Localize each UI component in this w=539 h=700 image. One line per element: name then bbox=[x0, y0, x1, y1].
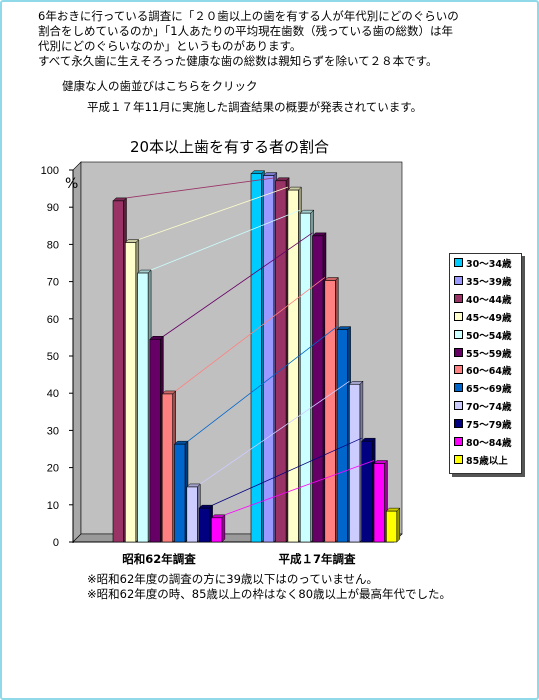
bar bbox=[211, 517, 223, 543]
legend-item: 70～74歳 bbox=[454, 401, 511, 413]
legend-item: 75～79歳 bbox=[454, 419, 511, 431]
bar bbox=[149, 338, 161, 543]
intro-line: すべて永久歯に生えそろった健康な歯の総数は親知らずを除いて２８本です。 bbox=[38, 54, 438, 68]
series-connector-line bbox=[126, 177, 276, 199]
legend-label: 65～69歳 bbox=[466, 384, 512, 396]
bar bbox=[299, 212, 312, 543]
legend-swatch bbox=[454, 258, 463, 267]
legend-label: 85歳以上 bbox=[466, 455, 508, 467]
bar bbox=[336, 329, 348, 543]
chart-title-wrap: 20本以上歯を有する者の割合 bbox=[0, 136, 539, 157]
y-axis-unit: % bbox=[65, 176, 78, 192]
bar bbox=[287, 189, 299, 543]
y-tick-label: 90 bbox=[47, 202, 59, 214]
bar bbox=[137, 272, 149, 543]
bar bbox=[385, 510, 398, 543]
y-tick-label: 10 bbox=[47, 500, 59, 512]
legend-label: 45～49歳 bbox=[466, 312, 512, 324]
x-category-label: 昭和62年調査 bbox=[122, 552, 196, 566]
bar bbox=[312, 235, 324, 543]
bar-side bbox=[221, 514, 226, 543]
legend-item: 55～59歳 bbox=[454, 347, 512, 360]
dentition-link[interactable]: 健康な人の歯並びはこちらをクリック bbox=[62, 79, 258, 93]
legend-item: 50～54歳 bbox=[454, 329, 512, 342]
intro-line: 割合をしめているのか」「1人あたりの平均現在歯数（残っている歯の総数）は年 bbox=[38, 24, 453, 38]
y-tick-label: 40 bbox=[47, 388, 59, 400]
bar bbox=[373, 463, 385, 543]
legend-item: 30～34歳 bbox=[454, 258, 511, 270]
legend-label: 50～54歳 bbox=[466, 330, 512, 342]
bar bbox=[125, 242, 137, 543]
legend-swatch bbox=[454, 293, 463, 303]
legend-item: 65～69歳 bbox=[454, 383, 511, 395]
y-tick-label: 50 bbox=[47, 351, 59, 363]
bar bbox=[324, 280, 336, 543]
legend-label: 80～84歳 bbox=[466, 438, 512, 449]
plot-side-wall bbox=[72, 161, 82, 543]
bar bbox=[174, 443, 186, 543]
intro-text: 6年おきに行っている調査に「２０歯以上の歯を有する人が年代別にどのぐらいの 割合… bbox=[38, 9, 459, 69]
bar bbox=[186, 486, 198, 543]
footnote: ※昭和62年度の調査の方に39歳以下はのっていません。 bbox=[87, 572, 378, 586]
series-connector-line bbox=[138, 186, 289, 240]
chart-legend: 30～34歳 35～39歳 40～44歳 45～49歳 50～54歳 55～59歳 60～6… bbox=[449, 253, 522, 474]
y-tick-label: 30 bbox=[47, 425, 59, 437]
legend-swatch bbox=[454, 275, 463, 285]
series-connector-line bbox=[200, 380, 350, 485]
y-tick-label: 80 bbox=[47, 239, 59, 251]
bar bbox=[198, 507, 210, 543]
intro-line: 6年おきに行っている調査に「２０歯以上の歯を有する人が年代別にどのぐらいの bbox=[38, 9, 459, 23]
series-connector-line bbox=[150, 209, 301, 271]
series-connector-line bbox=[163, 232, 313, 337]
bar bbox=[349, 383, 361, 543]
series-connector-line bbox=[212, 437, 362, 506]
series-connector-line bbox=[224, 460, 375, 516]
y-tick-label: 100 bbox=[41, 165, 59, 177]
legend-item: 60～64歳 bbox=[454, 365, 511, 377]
legend-item: 45～49歳 bbox=[454, 311, 512, 324]
y-tick-label: 0 bbox=[53, 537, 59, 549]
y-tick-label: 70 bbox=[47, 277, 59, 289]
release-note: 平成１７年11月に実施した調査結果の概要が発表されています。 bbox=[87, 100, 423, 114]
x-category-label: 平成１7年調査 bbox=[278, 552, 356, 566]
bar bbox=[275, 180, 287, 543]
legend-item: 40～44歳 bbox=[454, 293, 512, 306]
legend-swatch bbox=[454, 454, 463, 464]
y-tick-label: 20 bbox=[47, 463, 59, 475]
bar bbox=[112, 200, 124, 543]
bar bbox=[250, 173, 262, 543]
legend-label: 75～79歳 bbox=[466, 420, 512, 432]
intro-line: 代別にどのぐらいなのか」というものがあります。 bbox=[38, 39, 302, 53]
legend-swatch bbox=[454, 419, 463, 429]
legend-swatch bbox=[454, 401, 463, 411]
footnote: ※昭和62年度の時、85歳以上の枠はなく80歳以上が最高年代でした。 bbox=[87, 587, 452, 601]
legend-swatch bbox=[454, 347, 463, 357]
series-connector-line bbox=[187, 326, 338, 442]
footnotes: ※昭和62年度の調査の方に39歳以下はのっていません。 ※昭和62年度の時、85… bbox=[87, 572, 451, 602]
legend-swatch bbox=[454, 365, 463, 375]
bar bbox=[161, 393, 173, 543]
legend-item: 80～84歳 bbox=[454, 437, 511, 449]
legend-label: 30～34歳 bbox=[466, 259, 512, 270]
legend-swatch bbox=[454, 437, 463, 446]
legend-swatch bbox=[454, 311, 463, 321]
legend-item: 85歳以上 bbox=[454, 454, 508, 467]
legend-label: 55～59歳 bbox=[466, 348, 512, 360]
chart-title: 20本以上歯を有する者の割合 bbox=[129, 138, 330, 156]
legend-label: 40～44歳 bbox=[466, 294, 512, 306]
legend-label: 35～39歳 bbox=[466, 276, 512, 288]
bar-side bbox=[396, 507, 401, 543]
legend-item: 35～39歳 bbox=[454, 275, 512, 288]
bar bbox=[262, 175, 275, 543]
y-tick-label: 60 bbox=[47, 314, 59, 326]
series-connector-line bbox=[175, 277, 326, 392]
legend-swatch bbox=[454, 329, 463, 339]
legend-label: 60～64歳 bbox=[466, 366, 512, 378]
legend-label: 70～74歳 bbox=[466, 402, 512, 414]
bar bbox=[361, 440, 373, 543]
legend-swatch bbox=[454, 383, 463, 393]
